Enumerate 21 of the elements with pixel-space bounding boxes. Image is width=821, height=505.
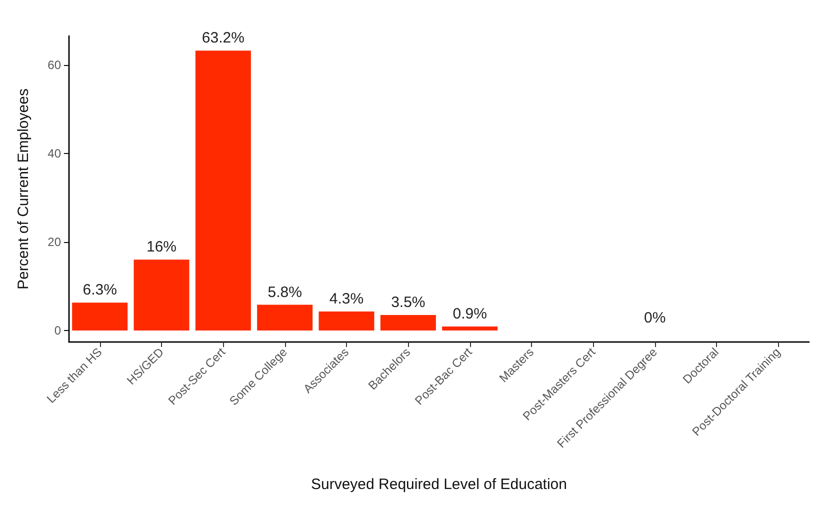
data-label: 16% [146,238,177,256]
bar [195,50,251,330]
data-label: 3.5% [391,294,426,311]
y-tick-label: 20 [48,234,62,249]
y-tick-label: 0 [54,323,62,338]
data-label: 0.9% [452,306,487,322]
data-label: 63.2% [202,30,244,47]
data-label: 4.3% [329,290,364,308]
bar [442,326,498,330]
data-label: 0% [644,309,666,326]
bar [380,314,436,330]
y-tick-label: 60 [48,58,62,72]
y-tick-label: 40 [48,146,62,160]
y-axis-title: Percent of Current Employees [15,88,32,290]
bar [257,304,313,330]
bar [72,302,128,330]
data-label: 6.3% [82,282,117,299]
bar [318,311,374,330]
bar [134,260,190,330]
data-label: 5.8% [268,284,302,301]
x-axis-title: Surveyed Required Level of Education [311,476,567,493]
